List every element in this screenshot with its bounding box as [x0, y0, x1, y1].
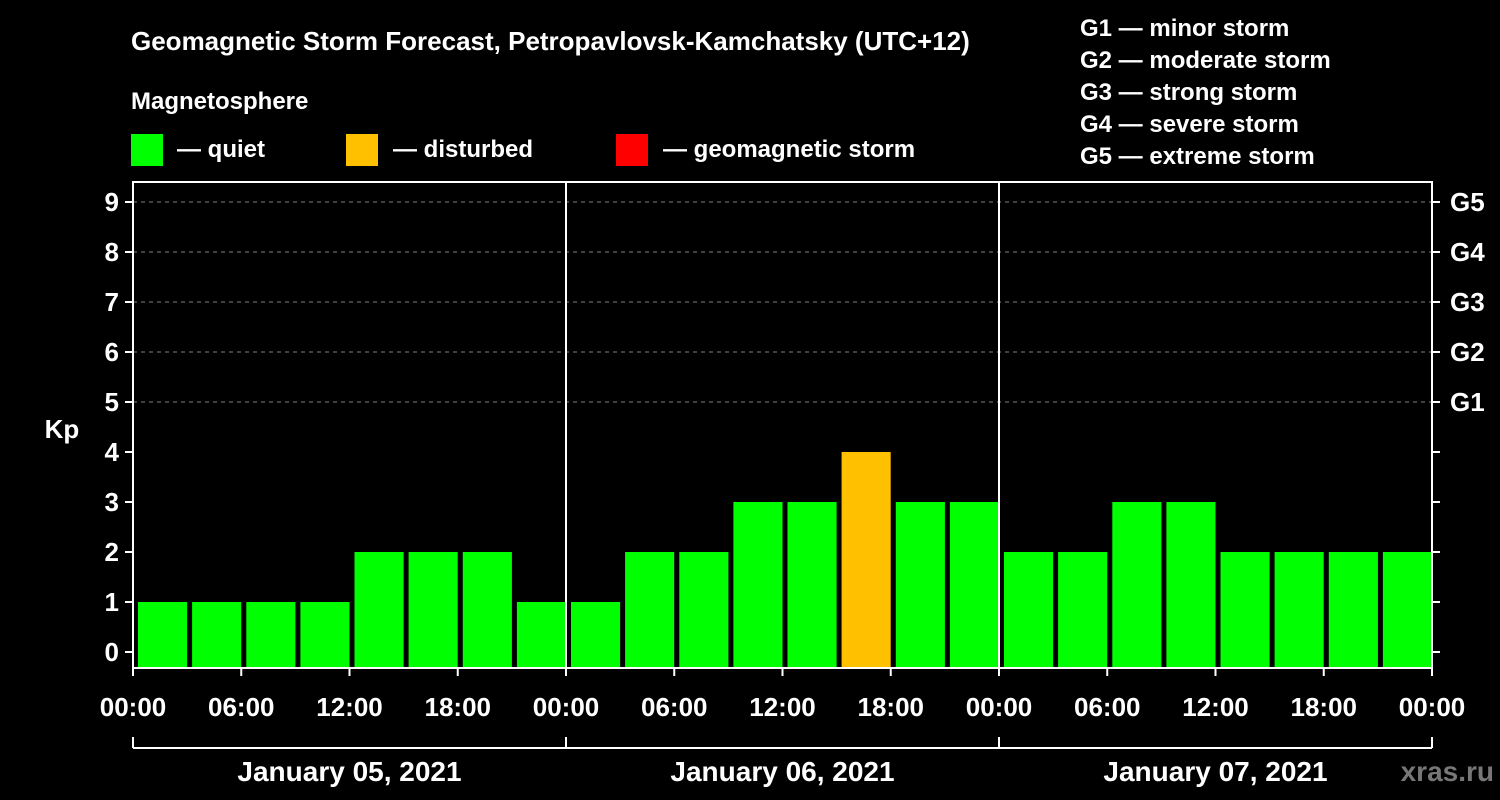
right-tick-label-G2: G2 — [1450, 337, 1485, 367]
bar-1 — [192, 602, 242, 668]
bar-14 — [895, 502, 945, 668]
bar-7 — [516, 602, 566, 668]
storm-scale-g1: G1 — minor storm — [1080, 15, 1289, 42]
x-tick-label-7: 18:00 — [858, 692, 925, 722]
right-tick-label-G1: G1 — [1450, 387, 1485, 417]
bar-2 — [246, 602, 296, 668]
x-tick-label-2: 12:00 — [316, 692, 383, 722]
bar-20 — [1220, 552, 1270, 668]
x-tick-label-10: 12:00 — [1182, 692, 1249, 722]
x-tick-label-5: 06:00 — [641, 692, 708, 722]
bar-5 — [408, 552, 458, 668]
bar-11 — [733, 502, 783, 668]
bar-10 — [679, 552, 729, 668]
bar-21 — [1274, 552, 1324, 668]
y-tick-label-1: 1 — [105, 587, 119, 617]
bar-16 — [1004, 552, 1054, 668]
right-tick-label-G5: G5 — [1450, 187, 1485, 217]
y-axis-label: Kp — [45, 414, 80, 444]
right-tick-label-G4: G4 — [1450, 237, 1485, 267]
bar-4 — [354, 552, 404, 668]
x-tick-label-0: 00:00 — [100, 692, 167, 722]
legend-swatch-storm — [616, 134, 648, 166]
x-tick-label-9: 06:00 — [1074, 692, 1141, 722]
bar-15 — [949, 502, 999, 668]
legend-label-disturbed: — disturbed — [393, 136, 533, 163]
right-tick-label-G3: G3 — [1450, 287, 1485, 317]
bar-12 — [787, 502, 837, 668]
storm-scale-legend: G1 — minor storm G2 — moderate storm G3 … — [1080, 15, 1331, 170]
y-tick-label-8: 8 — [105, 237, 119, 267]
x-tick-label-11: 18:00 — [1291, 692, 1358, 722]
bar-9 — [625, 552, 675, 668]
x-tick-label-12: 00:00 — [1399, 692, 1466, 722]
bar-22 — [1328, 552, 1378, 668]
watermark: xras.ru — [1401, 756, 1494, 787]
bar-13 — [841, 452, 891, 668]
y-tick-label-6: 6 — [105, 337, 119, 367]
bar-23 — [1382, 552, 1432, 668]
storm-scale-g3: G3 — strong storm — [1080, 79, 1297, 106]
legend-heading: Magnetosphere — [131, 88, 308, 115]
bar-18 — [1112, 502, 1162, 668]
bar-0 — [138, 602, 188, 668]
day-label-2: January 07, 2021 — [1103, 756, 1327, 787]
storm-scale-g5: G5 — extreme storm — [1080, 143, 1315, 170]
legend-label-quiet: — quiet — [177, 136, 265, 163]
x-tick-label-4: 00:00 — [533, 692, 600, 722]
x-tick-label-8: 00:00 — [966, 692, 1033, 722]
x-tick-label-6: 12:00 — [749, 692, 816, 722]
day-label-0: January 05, 2021 — [237, 756, 461, 787]
y-tick-label-9: 9 — [105, 187, 119, 217]
y-tick-label-4: 4 — [105, 437, 120, 467]
x-tick-label-1: 06:00 — [208, 692, 275, 722]
y-tick-label-5: 5 — [105, 387, 119, 417]
bar-8 — [571, 602, 621, 668]
legend-label-storm: — geomagnetic storm — [663, 136, 915, 163]
bar-3 — [300, 602, 350, 668]
bar-19 — [1166, 502, 1216, 668]
y-tick-label-3: 3 — [105, 487, 119, 517]
x-tick-label-3: 18:00 — [425, 692, 492, 722]
storm-scale-g2: G2 — moderate storm — [1080, 47, 1331, 74]
bar-17 — [1058, 552, 1108, 668]
y-tick-label-0: 0 — [105, 637, 119, 667]
day-label-1: January 06, 2021 — [670, 756, 894, 787]
chart-title: Geomagnetic Storm Forecast, Petropavlovs… — [131, 26, 970, 56]
plot-layer: 0 1 2 3 4 5 6 7 8 9 G1 G2 G3 G4 G5 00:00 06:00 12:00 18:00… — [100, 181, 1485, 787]
legend-swatch-disturbed — [346, 134, 378, 166]
legend: — quiet — disturbed — geomagnetic storm — [131, 134, 915, 166]
legend-swatch-quiet — [131, 134, 163, 166]
y-tick-label-7: 7 — [105, 287, 119, 317]
storm-scale-g4: G4 — severe storm — [1080, 111, 1299, 138]
y-tick-label-2: 2 — [105, 537, 119, 567]
bar-6 — [462, 552, 512, 668]
